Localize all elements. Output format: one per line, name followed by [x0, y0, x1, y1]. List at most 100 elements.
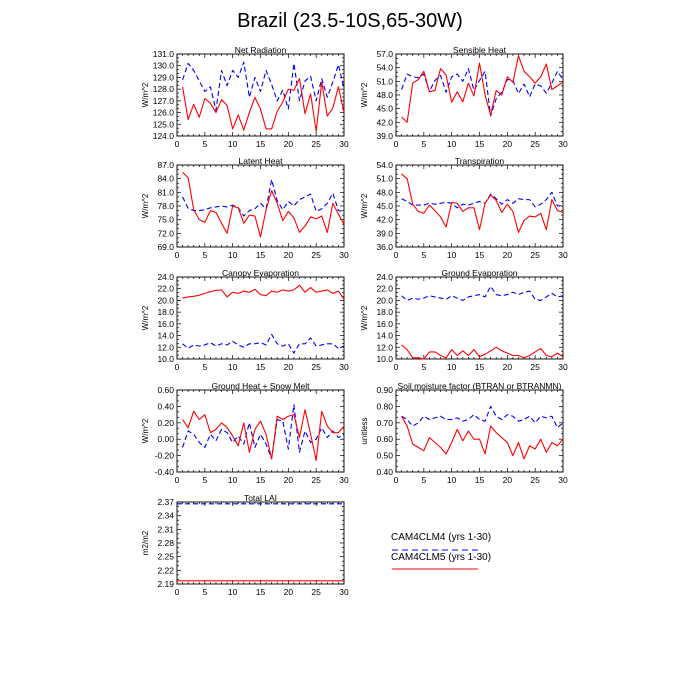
panel-ground-heat-snow-melt: 0 5 10 15 20 25 30 -0.40 -0.20 0.00 0.20 0.40 0.60 Gr… [141, 381, 349, 485]
x-tick-label: 10 [228, 475, 238, 485]
y-tick-label: 125.0 [153, 119, 175, 129]
y-tick-label: 2.31 [157, 524, 174, 534]
x-tick-label: 15 [475, 250, 485, 260]
x-tick-label: 5 [421, 250, 426, 260]
series-line-cam4clm5-yrs-1-30 [401, 415, 564, 460]
y-tick-label: 128.0 [153, 84, 175, 94]
x-tick-label: 10 [228, 587, 238, 597]
y-tick-label: 20.0 [376, 295, 393, 305]
x-tick-label: 25 [311, 250, 321, 260]
x-tick-label: 20 [503, 139, 513, 149]
x-tick-label: 15 [256, 139, 266, 149]
y-tick-label: -0.20 [155, 451, 175, 461]
x-tick-label: 30 [339, 139, 349, 149]
y-tick-label: 24.0 [157, 272, 174, 282]
series-line-cam4clm5-yrs-1-30 [401, 55, 564, 123]
x-tick-label: 30 [558, 250, 568, 260]
x-tick-label: 30 [339, 362, 349, 372]
panel-canopy-evaporation: 0 5 10 15 20 25 30 10.0 12.014.0 16.0 18.0 20.022.0… [141, 268, 349, 372]
x-tick-label: 0 [175, 587, 180, 597]
y-tick-label: 24.0 [376, 272, 393, 282]
y-tick-label: 18.0 [376, 307, 393, 317]
x-tick-label: 15 [475, 475, 485, 485]
x-tick-label: 10 [447, 250, 457, 260]
y-tick-label: 12.0 [376, 342, 393, 352]
x-tick-label: 5 [421, 362, 426, 372]
x-tick-label: 15 [475, 362, 485, 372]
y-tick-label: 0.60 [157, 385, 174, 395]
y-tick-label: 0.20 [157, 418, 174, 428]
panel-total-lai: 0 5 10 15 20 25 30 2.19 2.22 2.25 2.28 2.31 2.34 2.37… [141, 493, 349, 597]
y-tick-label: 0.50 [376, 451, 393, 461]
y-tick-label: 48.0 [376, 90, 393, 100]
x-tick-label: 5 [202, 587, 207, 597]
x-tick-label: 20 [284, 475, 294, 485]
y-tick-label: 54.0 [376, 160, 393, 170]
x-tick-label: 30 [558, 475, 568, 485]
panel-soil-moisture-factor-btran-or-btranmn: 0 5 10 15 20 25 30 0.40 0.50 0.60 0.70 0.80 0.90 Soil… [360, 381, 568, 485]
y-tick-label: 72.0 [157, 228, 174, 238]
series-line-cam4clm5-yrs-1-30 [401, 173, 564, 233]
x-tick-label: 25 [530, 475, 540, 485]
y-tick-label: 48.0 [376, 187, 393, 197]
x-tick-label: 30 [339, 475, 349, 485]
y-tick-label: 39.0 [376, 228, 393, 238]
y-tick-label: 20.0 [157, 295, 174, 305]
y-tick-label: 69.0 [157, 242, 174, 252]
y-tick-label: 42.0 [376, 117, 393, 127]
y-tick-label: 18.0 [157, 307, 174, 317]
panel-title: Soil moisture factor (BTRAN or BTRANMN) [398, 381, 562, 391]
y-axis-label: m2/m2 [141, 530, 150, 555]
plot-frame [176, 389, 345, 473]
y-tick-label: 45.0 [376, 104, 393, 114]
series-line-cam4clm4-yrs-1-30 [401, 405, 564, 429]
plot-frame [395, 389, 564, 473]
y-tick-label: 87.0 [157, 160, 174, 170]
y-axis-label: W/m^2 [141, 418, 150, 443]
series-line-cam4clm4-yrs-1-30 [182, 179, 345, 217]
panel-title: Total LAI [244, 493, 277, 503]
panel-transpiration: 0 5 10 15 20 25 30 36.0 39.0 42.0 45.0 48.0 51.0 54.0… [360, 156, 568, 260]
y-axis-label: W/m^2 [360, 305, 369, 330]
y-tick-label: 0.00 [157, 434, 174, 444]
y-tick-label: 124.0 [153, 131, 175, 141]
x-tick-label: 0 [394, 139, 399, 149]
x-tick-label: 30 [558, 139, 568, 149]
x-tick-label: 25 [311, 587, 321, 597]
y-tick-label: 39.0 [376, 131, 393, 141]
x-tick-label: 0 [394, 362, 399, 372]
y-axis-label: unitless [360, 417, 369, 444]
page-title: Brazil (23.5-10S,65-30W) [237, 10, 463, 32]
plot-frame [176, 276, 345, 360]
x-tick-label: 10 [447, 139, 457, 149]
x-tick-label: 20 [503, 362, 513, 372]
y-tick-label: 81.0 [157, 187, 174, 197]
x-tick-label: 15 [256, 587, 266, 597]
panel-title: Ground Heat + Snow Melt [211, 381, 310, 391]
x-tick-label: 15 [256, 362, 266, 372]
panel-sensible-heat: 0 5 10 15 20 25 30 39.0 42.0 45.0 48.0 51.0 54.0 57.0… [360, 45, 568, 149]
x-tick-label: 0 [394, 475, 399, 485]
panel-title: Latent Heat [239, 156, 284, 166]
x-tick-label: 20 [284, 362, 294, 372]
y-tick-label: 45.0 [376, 201, 393, 211]
y-tick-label: -0.40 [155, 467, 175, 477]
y-tick-label: 12.0 [157, 342, 174, 352]
x-tick-label: 30 [339, 587, 349, 597]
y-tick-label: 51.0 [376, 174, 393, 184]
x-tick-label: 10 [228, 250, 238, 260]
x-tick-label: 20 [284, 139, 294, 149]
y-tick-label: 16.0 [157, 319, 174, 329]
x-tick-label: 15 [256, 250, 266, 260]
y-tick-label: 10.0 [157, 354, 174, 364]
series-line-cam4clm5-yrs-1-30 [182, 78, 345, 132]
x-tick-label: 25 [311, 475, 321, 485]
y-axis-label: W/m^2 [141, 82, 150, 107]
x-tick-label: 10 [228, 139, 238, 149]
x-tick-label: 5 [202, 250, 207, 260]
series-line-cam4clm4-yrs-1-30 [182, 404, 345, 460]
x-tick-label: 25 [530, 250, 540, 260]
panel-title: Canopy Evaporation [222, 268, 299, 278]
panel-ground-evaporation: 0 5 10 15 20 25 30 10.0 12.014.0 16.0 18.0 20.022.0… [360, 268, 568, 372]
